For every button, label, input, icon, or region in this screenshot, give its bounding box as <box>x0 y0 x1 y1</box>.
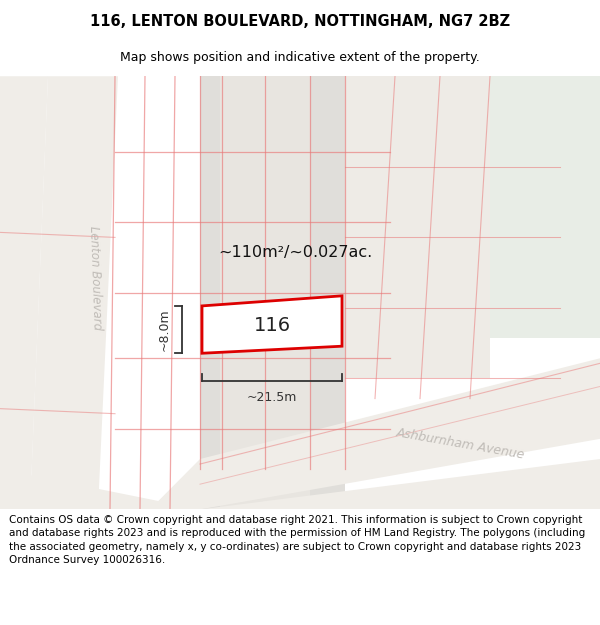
Text: 116: 116 <box>253 316 290 335</box>
Polygon shape <box>150 358 600 509</box>
Polygon shape <box>345 76 490 378</box>
Text: Contains OS data © Crown copyright and database right 2021. This information is : Contains OS data © Crown copyright and d… <box>9 515 585 566</box>
Polygon shape <box>0 76 48 509</box>
Polygon shape <box>490 76 600 338</box>
Polygon shape <box>202 296 342 353</box>
Polygon shape <box>30 76 118 509</box>
Text: Map shows position and indicative extent of the property.: Map shows position and indicative extent… <box>120 51 480 64</box>
Text: 116, LENTON BOULEVARD, NOTTINGHAM, NG7 2BZ: 116, LENTON BOULEVARD, NOTTINGHAM, NG7 2… <box>90 14 510 29</box>
Polygon shape <box>510 76 600 278</box>
Text: Lenton Boulevard: Lenton Boulevard <box>86 226 103 330</box>
Text: ~8.0m: ~8.0m <box>157 308 170 351</box>
Polygon shape <box>0 459 600 509</box>
Polygon shape <box>200 76 345 509</box>
Text: ~21.5m: ~21.5m <box>247 391 297 404</box>
Text: Ashburnham Avenue: Ashburnham Avenue <box>395 426 526 462</box>
Text: ~110m²/~0.027ac.: ~110m²/~0.027ac. <box>218 245 372 260</box>
Polygon shape <box>220 76 310 509</box>
